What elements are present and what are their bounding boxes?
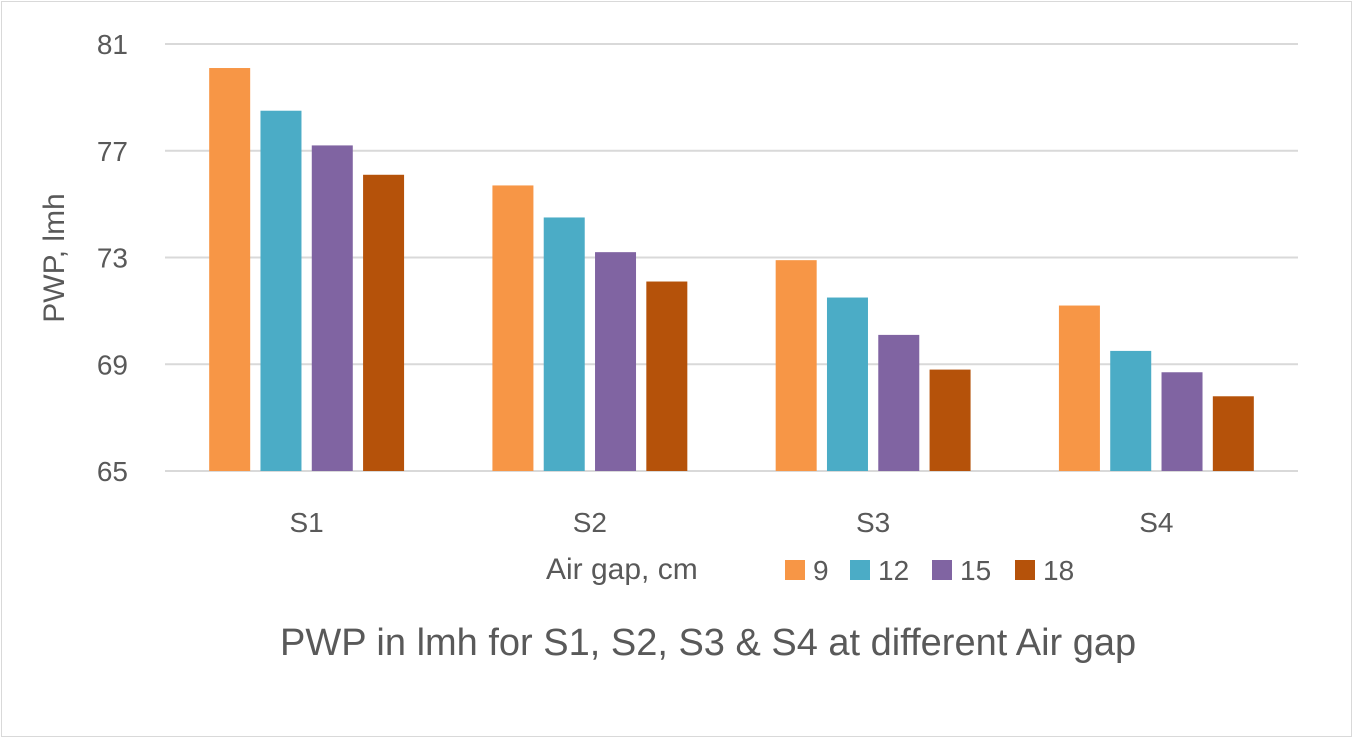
x-tick-label: S4 [1139,507,1173,538]
x-tick-label: S3 [856,507,890,538]
gridlines [165,43,1298,472]
y-tick-label: 69 [97,349,128,380]
legend-swatch-15 [932,560,952,580]
x-tick-label: S1 [290,507,324,538]
legend-swatch-9 [785,560,805,580]
bar-s2-series-18 [646,281,688,471]
x-tick-label: S2 [573,507,607,538]
y-tick-label: 81 [97,29,128,60]
bar-s3-series-9 [775,260,817,471]
bar-s4-series-12 [1110,350,1152,471]
bar-s3-series-18 [929,369,971,471]
legend-label-9: 9 [813,555,829,586]
legend-label-12: 12 [878,555,909,586]
legend-swatch-12 [850,560,870,580]
y-tick-label: 65 [97,456,128,487]
bar-s2-series-15 [595,252,637,471]
legend-swatch-18 [1015,560,1035,580]
bar-s1-series-12 [260,110,302,471]
legend-label-15: 15 [960,555,991,586]
bar-s3-series-15 [878,334,920,471]
x-tick-labels: S1 S2 S3 S4 [290,507,1174,538]
bar-s4-series-18 [1212,396,1254,471]
y-tick-label: 73 [97,243,128,274]
y-axis-title: PWP, lmh [38,193,71,322]
bars [209,68,1254,472]
bar-s2-series-12 [543,217,585,471]
bar-s1-series-9 [209,68,251,472]
chart-title: PWP in lmh for S1, S2, S3 & S4 at differ… [280,622,1136,664]
legend: Air gap, cm 9 12 15 18 [546,553,1074,586]
bar-s1-series-15 [311,145,353,471]
bar-s3-series-12 [826,297,868,471]
bar-s2-series-9 [492,185,534,471]
bar-s4-series-9 [1058,305,1100,471]
bar-s1-series-18 [363,174,405,472]
legend-label-18: 18 [1043,555,1074,586]
bar-s4-series-15 [1161,372,1203,471]
y-tick-labels: 81 77 73 69 65 [97,29,128,487]
legend-title: Air gap, cm [546,553,698,586]
y-tick-label: 77 [97,136,128,167]
